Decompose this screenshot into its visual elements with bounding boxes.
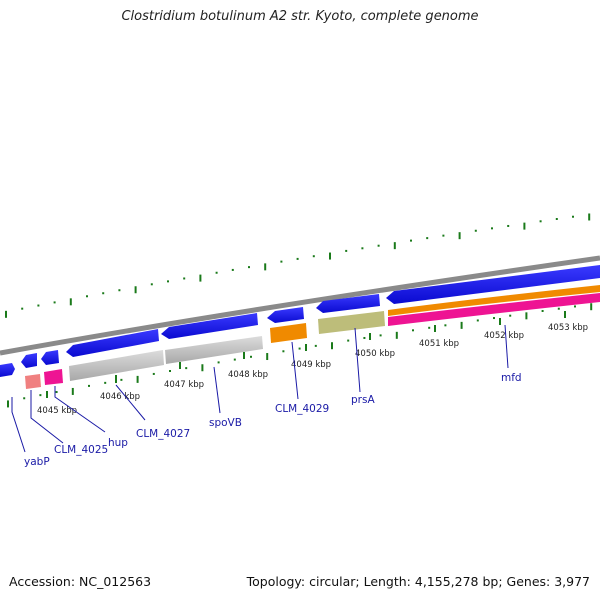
orange-feature[interactable]	[388, 285, 600, 316]
pink-feature[interactable]	[388, 293, 600, 326]
scale-label: 4045 kbp	[37, 406, 77, 416]
gene-label-clm-4027[interactable]: CLM_4027	[136, 428, 190, 440]
gray-feature[interactable]	[69, 350, 164, 381]
gene-label-hup[interactable]: hup	[108, 437, 128, 449]
cds-arrow[interactable]	[21, 353, 37, 368]
cds-track	[0, 265, 600, 377]
scale-label: 4050 kbp	[355, 349, 395, 359]
scale-label: 4049 kbp	[291, 360, 331, 370]
scale-label: 4052 kbp	[484, 331, 524, 341]
outer-gc-ticks	[5, 213, 591, 318]
gene-label-clm-4029[interactable]: CLM_4029	[275, 403, 329, 415]
accession-text: Accession: NC_012563	[9, 574, 152, 589]
pink-feature[interactable]	[44, 369, 63, 385]
gene-label-yabP[interactable]: yabP	[24, 456, 50, 468]
map-title: Clostridium botulinum A2 str. Kyoto, com…	[121, 9, 479, 24]
cds-arrow[interactable]	[267, 307, 304, 323]
gene-label-mfd[interactable]: mfd	[501, 372, 522, 384]
scale-label: 4053 kbp	[548, 323, 588, 333]
feature-track	[25, 285, 600, 389]
cds-arrow[interactable]	[41, 350, 59, 365]
genome-summary: Topology: circular; Length: 4,155,278 bp…	[246, 574, 590, 589]
cds-arrow[interactable]	[316, 294, 380, 313]
gene-labels: yabP CLM_4025 hup CLM_4027 spoVB CLM_402…	[24, 372, 522, 468]
scale-labels: 4045 kbp 4046 kbp 4047 kbp 4048 kbp 4049…	[37, 323, 588, 416]
olive-feature[interactable]	[318, 311, 385, 334]
scale-ticks	[46, 311, 566, 398]
scale-label: 4047 kbp	[164, 380, 204, 390]
salmon-feature[interactable]	[25, 374, 41, 389]
inner-gc-ticks	[7, 303, 593, 408]
orange-feature[interactable]	[270, 323, 307, 343]
scale-label: 4046 kbp	[100, 392, 140, 402]
gene-label-prsa[interactable]: prsA	[351, 394, 375, 406]
gene-label-spovb[interactable]: spoVB	[209, 417, 242, 429]
scale-label: 4048 kbp	[228, 370, 268, 380]
cds-arrow[interactable]	[386, 265, 600, 304]
gray-feature[interactable]	[165, 336, 263, 364]
gene-leaders	[11, 324, 509, 453]
cds-arrow[interactable]	[66, 329, 159, 357]
gene-label-clm-4025[interactable]: CLM_4025	[54, 444, 108, 456]
cds-arrow[interactable]	[161, 313, 258, 339]
cds-arrow[interactable]	[0, 363, 15, 377]
genome-backbone	[0, 255, 600, 356]
scale-label: 4051 kbp	[419, 339, 459, 349]
